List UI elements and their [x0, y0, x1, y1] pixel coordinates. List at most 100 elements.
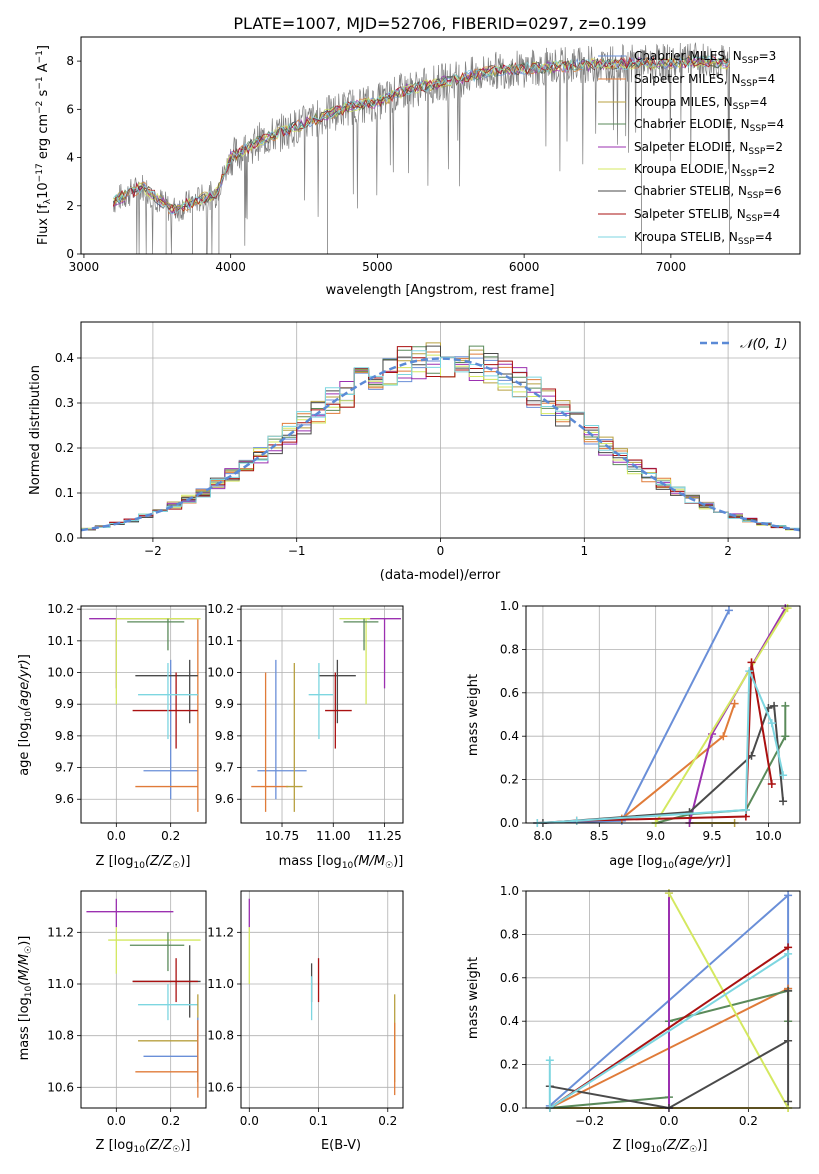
histogram-ylabel: Normed distribution	[28, 365, 43, 495]
axes-frame	[80, 890, 207, 1109]
x-tick-label: 10.0	[755, 829, 782, 843]
y-tick-label: 0.8	[500, 642, 519, 656]
legend-sub: SSP	[738, 237, 755, 247]
y-tick-label: 0.1	[55, 486, 74, 500]
legend-sub: SSP	[742, 56, 759, 66]
svg-text:Salpeter STELIB, NSSP=4: Salpeter STELIB, NSSP=4	[634, 207, 780, 224]
y-tick-label: 0.4	[500, 1014, 519, 1028]
x-tick-label: 0.0	[107, 829, 126, 843]
y-tick-label: 10.2	[47, 602, 74, 616]
axes-frame	[240, 605, 404, 824]
y-tick-label: 0.0	[55, 531, 74, 545]
x-tick-label: 0.2	[161, 829, 180, 843]
legend-sub: SSP	[748, 147, 765, 157]
y-tick-label: 10.0	[207, 666, 234, 680]
y-tick-label: 0.0	[500, 1101, 519, 1115]
legend-entry: Salpeter MILES, NSSP=4	[598, 72, 775, 89]
y-tick-label: 0.2	[500, 773, 519, 787]
y-tick-label: 11.2	[207, 925, 234, 939]
x-tick-label: −2	[144, 544, 162, 558]
legend-entry: Chabrier ELODIE, NSSP=4	[598, 117, 784, 134]
z-age-ylabel: age [log10(age/yr)]	[17, 654, 34, 776]
x-tick-label: 10.75	[265, 829, 299, 843]
mass-weight-marker	[770, 701, 779, 710]
mass-weight-line	[654, 607, 789, 824]
model-spectrum	[112, 55, 730, 216]
x-tick-label: 8.5	[590, 829, 609, 843]
legend-label: Kroupa STELIB, N	[634, 230, 738, 244]
mass-weight-marker	[747, 658, 756, 667]
legend-label: Chabrier ELODIE, N	[634, 117, 750, 131]
y-tick-label: 10.1	[47, 634, 74, 648]
y-tick-label: 9.9	[215, 697, 234, 711]
mass-weight-line	[655, 705, 787, 824]
y-tick-label: 10.2	[207, 602, 234, 616]
mass-weight-marker	[784, 949, 793, 958]
mass-weight-marker	[745, 667, 754, 676]
y-tick-label: 2	[66, 199, 74, 213]
y-tick-label: 0.2	[55, 441, 74, 455]
plot-area	[533, 604, 792, 827]
legend-sub: SSP	[746, 214, 763, 224]
mass-weight-marker	[784, 986, 793, 995]
x-tick-label: 0.1	[309, 1114, 328, 1128]
age-weight-xlabel: age [log10(age/yr)]	[609, 854, 731, 871]
axes-frame	[80, 605, 207, 824]
svg-text:Chabrier STELIB, NSSP=6: Chabrier STELIB, NSSP=6	[634, 184, 782, 201]
mass-weight-line	[688, 607, 787, 824]
spectrum-xlabel: wavelength [Angstrom, rest frame]	[326, 283, 555, 298]
axes-frame	[240, 890, 404, 1109]
mass-weight-marker	[572, 816, 581, 825]
y-tick-label: 1.0	[500, 884, 519, 898]
svg-text:Kroupa MILES, NSSP=4: Kroupa MILES, NSSP=4	[634, 95, 767, 112]
mass-weight-marker	[781, 732, 790, 741]
mass-weight-marker	[779, 771, 788, 780]
y-tick-label: 1.0	[500, 599, 519, 613]
y-tick-label: 9.9	[55, 697, 74, 711]
x-tick-label: 0.2	[739, 1114, 758, 1128]
ebv-mass-panel: 0.0 0.1 0.2 10.6 10.8 11.0 11.2	[207, 890, 404, 1128]
axes-frame	[80, 36, 801, 255]
legend-entry: Salpeter STELIB, NSSP=4	[598, 207, 780, 224]
y-tick-label: 0.2	[500, 1058, 519, 1072]
spectrum-legend: Chabrier MILES, NSSP=3 Salpeter MILES, N…	[598, 49, 784, 247]
y-tick-label: 0	[66, 247, 74, 261]
axes-frame	[525, 605, 801, 824]
mass-weight-line	[537, 670, 785, 824]
legend-label: Chabrier STELIB, N	[634, 184, 747, 198]
y-tick-label: 11.0	[47, 977, 74, 991]
y-tick-label: 9.8	[215, 729, 234, 743]
x-tick-label: 11.25	[367, 829, 401, 843]
spectrum-panel: 3000 4000 5000 6000 7000 0 2 4 6 8	[66, 36, 801, 274]
z-mass-panel: 0.0 0.2 10.6 10.8 11.0 11.2	[47, 890, 207, 1128]
y-tick-label: 0.8	[500, 927, 519, 941]
axes-frame	[525, 890, 801, 1109]
plot-area	[545, 889, 793, 1112]
y-tick-label: 11.2	[47, 925, 74, 939]
mass-weight-marker	[730, 699, 739, 708]
x-tick-label: 0.0	[240, 1114, 259, 1128]
y-tick-label: 10.8	[207, 1029, 234, 1043]
x-tick-label: 5000	[362, 260, 393, 274]
legend-sub: SSP	[733, 102, 750, 112]
mass-weight-line	[537, 662, 773, 824]
mass-weight-marker	[664, 889, 673, 898]
legend-entry: Salpeter ELODIE, NSSP=2	[598, 140, 783, 157]
legend-sub: SSP	[741, 79, 758, 89]
y-tick-label: 9.7	[215, 761, 234, 775]
y-tick-label: 0.0	[500, 816, 519, 830]
x-tick-label: 11.00	[316, 829, 350, 843]
plot-area	[248, 898, 396, 1096]
model-spectrum	[112, 56, 730, 212]
y-tick-label: 9.7	[55, 761, 74, 775]
legend-label: Chabrier MILES, N	[634, 49, 742, 63]
mass-age-xlabel: mass [log10(M/M☉)]	[279, 854, 404, 871]
x-tick-label: 0.0	[659, 1114, 678, 1128]
legend-label: Kroupa MILES, N	[634, 95, 733, 109]
z-massweight-panel: −0.2 0.0 0.2 0.0 0.2 0.4 0.6 0.8 1.0	[500, 884, 801, 1128]
mass-weight-marker	[784, 891, 793, 900]
legend-label: Kroupa ELODIE, N	[634, 162, 741, 176]
mass-weight-marker	[724, 606, 733, 615]
x-tick-label: 2	[724, 544, 732, 558]
